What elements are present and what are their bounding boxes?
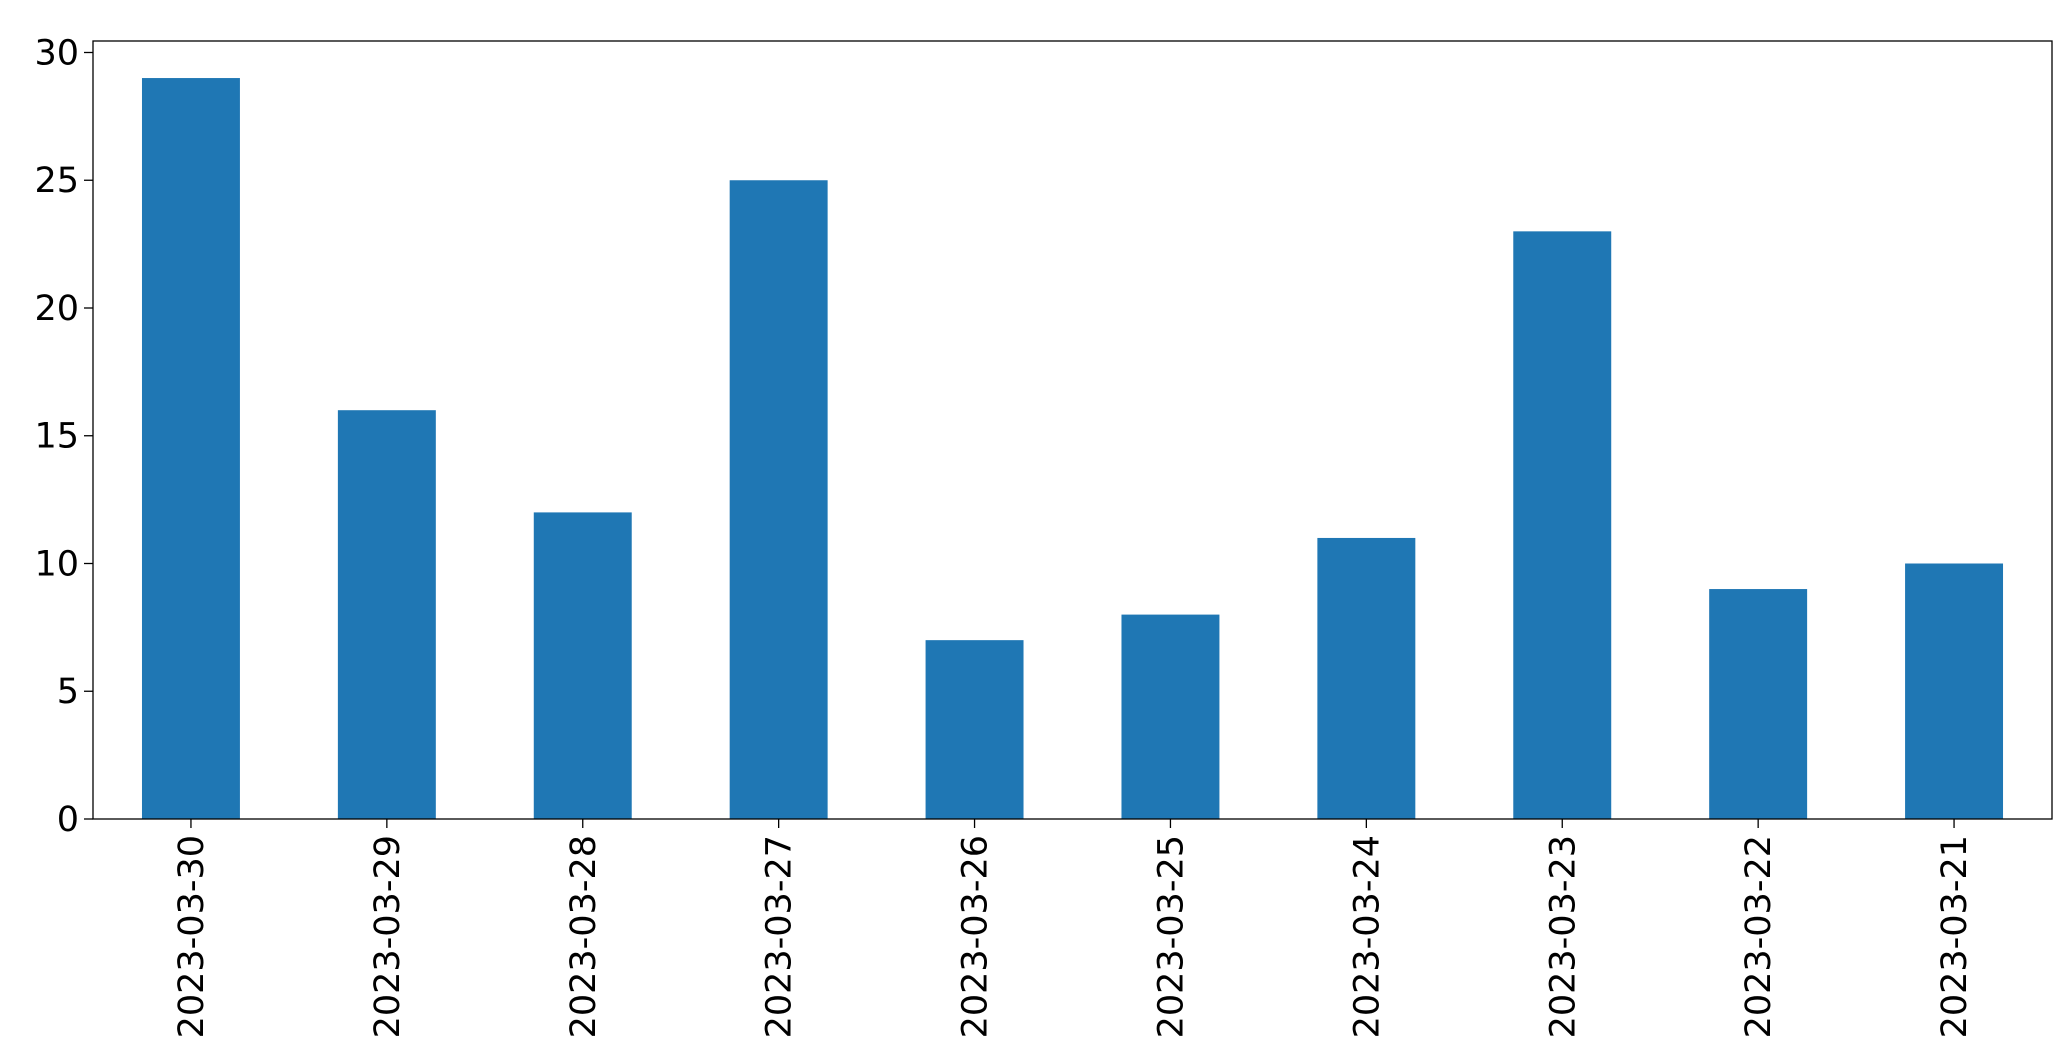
x-tick-label: 2023-03-28 — [564, 835, 604, 1038]
x-tick-label: 2023-03-23 — [1543, 835, 1583, 1038]
y-tick-label: 25 — [34, 161, 79, 201]
y-tick-label: 0 — [57, 800, 79, 840]
bar — [729, 180, 828, 820]
x-tick-label: 2023-03-30 — [172, 835, 212, 1038]
bar — [1709, 589, 1808, 819]
x-tick-label: 2023-03-27 — [760, 835, 800, 1038]
bar — [1317, 537, 1416, 819]
x-tick-label: 2023-03-26 — [956, 835, 996, 1038]
bar — [925, 640, 1024, 819]
bar — [1513, 231, 1612, 819]
bar — [141, 78, 240, 820]
x-tick-label: 2023-03-24 — [1347, 835, 1387, 1038]
bar — [1121, 614, 1220, 819]
y-tick-label: 5 — [57, 672, 79, 712]
axes-frame — [92, 40, 2053, 820]
y-tick-label: 15 — [34, 417, 79, 457]
y-tick-label: 10 — [34, 544, 79, 584]
y-tick-label: 30 — [34, 33, 79, 73]
y-tick-label: 20 — [34, 289, 79, 329]
bar — [1905, 563, 2004, 819]
x-tick-label: 2023-03-22 — [1739, 835, 1779, 1038]
bar — [337, 410, 436, 819]
bar — [533, 512, 632, 819]
x-tick-label: 2023-03-21 — [1935, 835, 1975, 1038]
x-tick-label: 2023-03-29 — [368, 835, 408, 1038]
x-tick-label: 2023-03-25 — [1151, 835, 1191, 1038]
